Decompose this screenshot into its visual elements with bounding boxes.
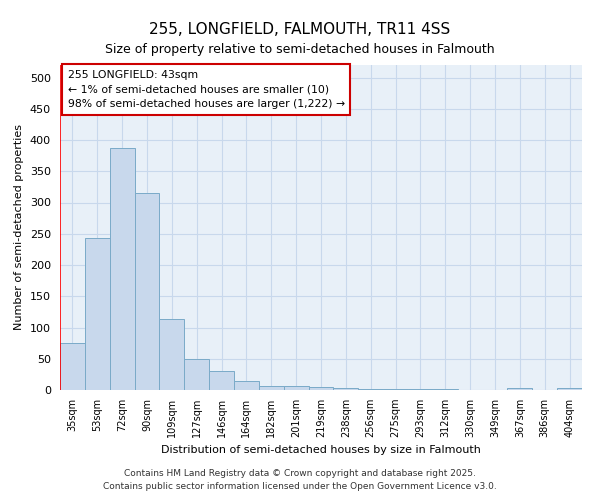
Bar	[110, 148, 134, 390]
Text: Size of property relative to semi-detached houses in Falmouth: Size of property relative to semi-detach…	[105, 42, 495, 56]
Bar	[308, 387, 334, 390]
Bar	[358, 389, 383, 390]
X-axis label: Distribution of semi-detached houses by size in Falmouth: Distribution of semi-detached houses by …	[161, 446, 481, 456]
Bar	[209, 371, 234, 390]
Bar	[60, 343, 85, 390]
Bar	[334, 388, 358, 390]
Y-axis label: Number of semi-detached properties: Number of semi-detached properties	[14, 124, 24, 330]
Bar	[85, 238, 110, 390]
Bar	[234, 380, 259, 390]
Bar	[259, 386, 284, 390]
Bar	[134, 193, 160, 390]
Bar	[383, 389, 408, 390]
Text: 255, LONGFIELD, FALMOUTH, TR11 4SS: 255, LONGFIELD, FALMOUTH, TR11 4SS	[149, 22, 451, 38]
Bar	[184, 359, 209, 390]
Bar	[508, 388, 532, 390]
Text: Contains HM Land Registry data © Crown copyright and database right 2025.: Contains HM Land Registry data © Crown c…	[124, 468, 476, 477]
Text: 255 LONGFIELD: 43sqm
← 1% of semi-detached houses are smaller (10)
98% of semi-d: 255 LONGFIELD: 43sqm ← 1% of semi-detach…	[68, 70, 345, 110]
Text: Contains public sector information licensed under the Open Government Licence v3: Contains public sector information licen…	[103, 482, 497, 491]
Bar	[284, 386, 308, 390]
Bar	[160, 319, 184, 390]
Bar	[557, 388, 582, 390]
